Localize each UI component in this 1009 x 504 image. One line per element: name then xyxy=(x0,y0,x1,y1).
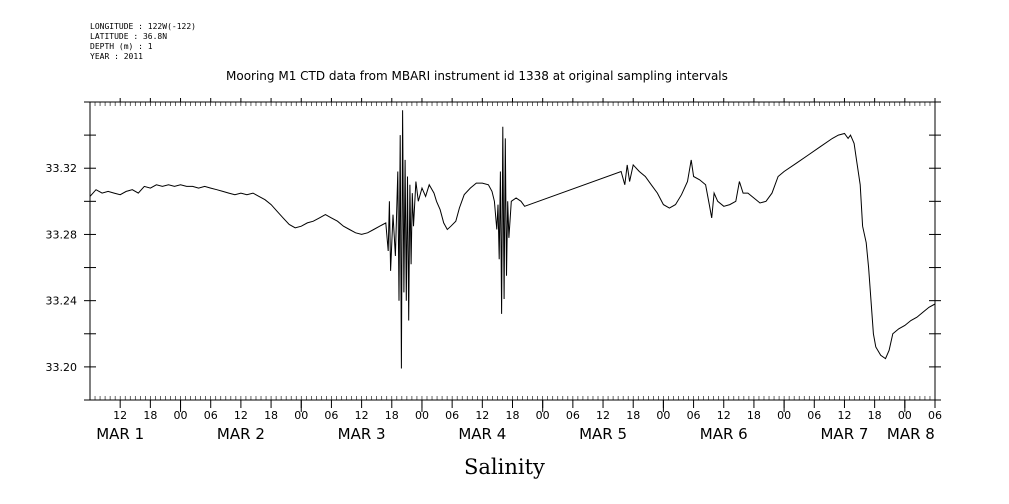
x-hour-label: 12 xyxy=(717,409,731,422)
x-hour-label: 06 xyxy=(445,409,459,422)
x-hour-label: 06 xyxy=(928,409,942,422)
x-axis-label: Salinity xyxy=(464,455,545,479)
x-hour-label: 12 xyxy=(355,409,369,422)
x-day-label: MAR 5 xyxy=(579,425,627,443)
x-hour-label: 00 xyxy=(415,409,429,422)
x-day-label: MAR 2 xyxy=(217,425,265,443)
x-hour-label: 06 xyxy=(807,409,821,422)
depth-text: DEPTH (m) : 1 xyxy=(90,42,153,51)
x-hour-label: 18 xyxy=(626,409,640,422)
x-hour-label: 06 xyxy=(566,409,580,422)
x-hour-label: 18 xyxy=(143,409,157,422)
x-hour-label: 00 xyxy=(174,409,188,422)
metadata-block: LONGITUDE : 122W(-122) LATITUDE : 36.8N … xyxy=(90,22,196,62)
x-hour-label: 00 xyxy=(777,409,791,422)
x-hour-label: 00 xyxy=(656,409,670,422)
x-hour-label: 06 xyxy=(687,409,701,422)
y-tick-label: 33.24 xyxy=(46,295,78,308)
plot-border xyxy=(89,101,936,401)
x-hour-label: 06 xyxy=(324,409,338,422)
y-tick-label: 33.28 xyxy=(46,228,78,241)
x-hour-label: 12 xyxy=(234,409,248,422)
x-hour-label: 00 xyxy=(898,409,912,422)
x-hour-label: 12 xyxy=(596,409,610,422)
longitude-text: LONGITUDE : 122W(-122) xyxy=(90,22,196,31)
x-day-label: MAR 7 xyxy=(820,425,868,443)
latitude-text: LATITUDE : 36.8N xyxy=(90,32,168,41)
x-hour-label: 18 xyxy=(385,409,399,422)
x-hour-label: 12 xyxy=(475,409,489,422)
x-hour-label: 18 xyxy=(747,409,761,422)
x-hour-label: 18 xyxy=(868,409,882,422)
x-day-label: MAR 1 xyxy=(96,425,144,443)
x-hour-label: 18 xyxy=(506,409,520,422)
x-day-label: MAR 8 xyxy=(887,425,935,443)
x-day-label: MAR 4 xyxy=(458,425,506,443)
x-day-label: MAR 3 xyxy=(338,425,386,443)
salinity-series-line xyxy=(89,110,936,369)
year-text: YEAR : 2011 xyxy=(90,52,143,61)
x-day-label: MAR 6 xyxy=(700,425,748,443)
x-hour-label: 00 xyxy=(536,409,550,422)
x-hour-label: 12 xyxy=(113,409,127,422)
y-tick-label: 33.32 xyxy=(46,162,78,175)
x-hour-label: 18 xyxy=(264,409,278,422)
x-hour-label: 12 xyxy=(837,409,851,422)
x-hour-label: 00 xyxy=(294,409,308,422)
x-hour-label: 06 xyxy=(204,409,218,422)
y-tick-label: 33.20 xyxy=(46,361,78,374)
chart-title: Mooring M1 CTD data from MBARI instrumen… xyxy=(226,69,728,83)
